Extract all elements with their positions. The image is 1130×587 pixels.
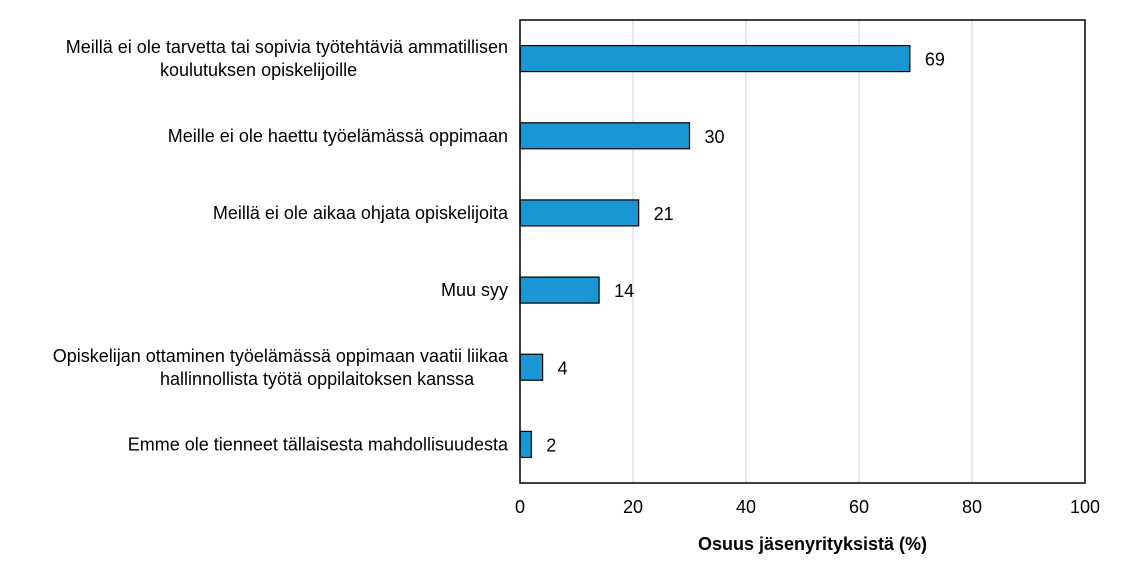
bar bbox=[519, 353, 544, 381]
category-label: koulutuksen opiskelijoille bbox=[160, 60, 357, 80]
bar bbox=[519, 122, 691, 150]
data-label: 14 bbox=[614, 281, 634, 301]
category-label: Muu syy bbox=[441, 280, 508, 300]
x-tick-label: 100 bbox=[1070, 497, 1100, 517]
category-label: hallinnollista työtä oppilaitoksen kanss… bbox=[160, 369, 475, 389]
category-label: Meillä ei ole aikaa ohjata opiskelijoita bbox=[213, 203, 509, 223]
x-tick-label: 20 bbox=[623, 497, 643, 517]
category-label: Emme ole tienneet tällaisesta mahdollisu… bbox=[128, 434, 509, 454]
bar bbox=[519, 430, 532, 459]
category-label: Meille ei ole haettu työelämässä oppimaa… bbox=[168, 126, 508, 146]
x-tick-label: 40 bbox=[736, 497, 756, 517]
bar bbox=[519, 276, 600, 304]
x-tick-label: 0 bbox=[515, 497, 525, 517]
data-label: 21 bbox=[654, 204, 674, 224]
bars bbox=[519, 44, 911, 459]
category-labels: Meillä ei ole tarvetta tai sopivia työte… bbox=[53, 37, 509, 454]
data-label: 69 bbox=[925, 50, 945, 70]
plot-frame bbox=[519, 19, 1086, 484]
grid-lines bbox=[632, 20, 973, 483]
x-axis-title: Osuus jäsenyrityksistä (%) bbox=[698, 534, 927, 554]
data-labels: 69 30 21 14 4 2 bbox=[546, 50, 945, 456]
bar bbox=[519, 199, 640, 227]
x-tick-label: 80 bbox=[962, 497, 982, 517]
category-label: Opiskelijan ottaminen työelämässä oppima… bbox=[53, 346, 509, 366]
data-label: 4 bbox=[558, 358, 568, 378]
bar bbox=[519, 44, 911, 73]
data-label: 2 bbox=[546, 435, 556, 455]
x-tick-label: 60 bbox=[849, 497, 869, 517]
data-label: 30 bbox=[705, 127, 725, 147]
category-label: Meillä ei ole tarvetta tai sopivia työte… bbox=[66, 37, 508, 57]
x-tick-labels: 0 20 40 60 80 100 bbox=[515, 497, 1100, 517]
